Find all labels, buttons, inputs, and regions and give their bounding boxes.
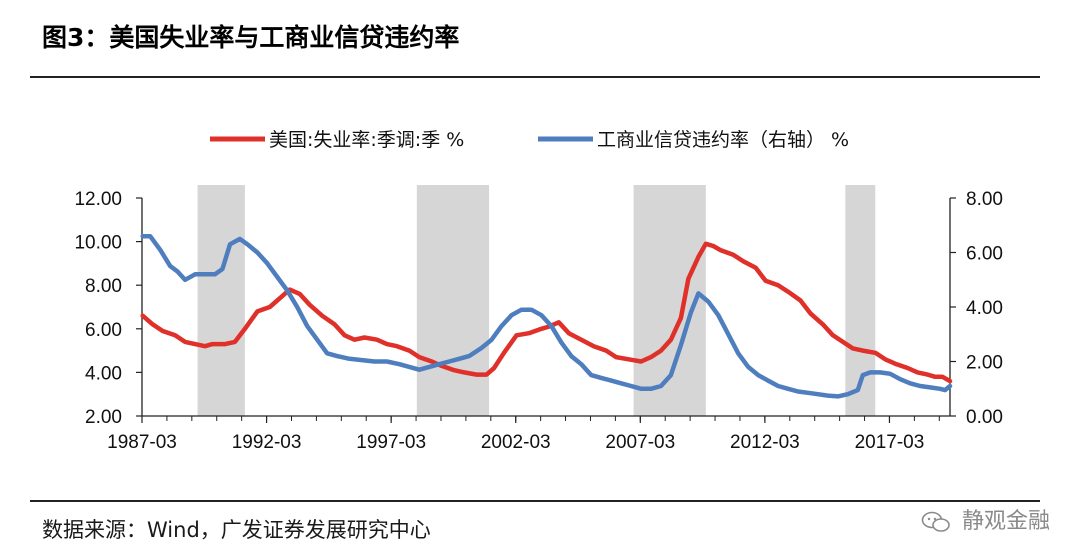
wechat-icon	[921, 511, 950, 532]
legend-label: 工商业信贷违约率（右轴） %	[597, 129, 849, 151]
loan-default-rate-line	[140, 233, 953, 399]
axes: 2.00 4.00 6.00 8.00 10.00 12.00 0.00 2.00 4.00 6.…	[74, 189, 1003, 453]
line-chart: 2.00 4.00 6.00 8.00 10.00 12.00 0.00 2.00 4.00 6.…	[74, 129, 1003, 453]
x-tick-label: 1997-03	[356, 432, 426, 453]
left-tick-label: 6.00	[85, 320, 122, 341]
series-lines	[140, 233, 953, 399]
left-tick-label: 2.00	[85, 407, 122, 428]
legend-label: 美国:失业率:季调:季 %	[269, 129, 464, 151]
unemployment-rate-line	[140, 241, 953, 384]
source-divider	[30, 500, 1040, 502]
right-tick-label: 4.00	[966, 298, 1003, 319]
x-tick-label: 2012-03	[730, 432, 800, 453]
source-note: 数据来源：Wind，广发证券发展研究中心	[42, 518, 431, 542]
recession-band	[416, 185, 490, 416]
title-divider	[30, 76, 1040, 78]
left-tick-label: 8.00	[85, 276, 122, 297]
x-tick-label: 1987-03	[107, 432, 177, 453]
figure-title: 图3：美国失业率与工商业信贷违约率	[42, 23, 460, 52]
left-tick-label: 4.00	[85, 363, 122, 384]
legend: 美国:失业率:季调:季 % 工商业信贷违约率（右轴） %	[210, 129, 849, 151]
right-tick-label: 0.00	[966, 407, 1003, 428]
watermark-text: 静观金融	[961, 509, 1050, 534]
left-tick-label: 12.00	[74, 189, 122, 210]
recession-band	[197, 185, 245, 416]
x-tick-label: 2007-03	[605, 432, 675, 453]
left-tick-label: 10.00	[74, 233, 122, 254]
watermark: 静观金融	[921, 503, 1050, 535]
x-tick-label: 1992-03	[232, 432, 302, 453]
right-tick-label: 6.00	[966, 244, 1003, 265]
x-tick-label: 2002-03	[481, 432, 551, 453]
right-tick-label: 8.00	[966, 189, 1003, 210]
right-tick-label: 2.00	[966, 353, 1003, 374]
x-tick-label: 2017-03	[855, 432, 925, 453]
